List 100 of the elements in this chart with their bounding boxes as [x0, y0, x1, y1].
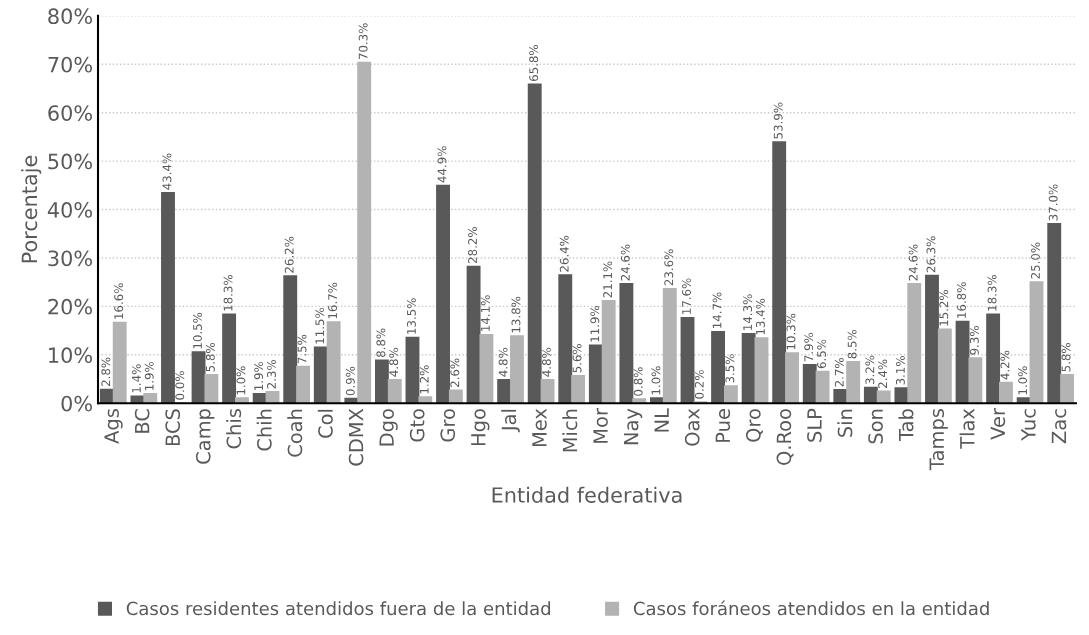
y-tick-label: 0% — [61, 395, 92, 412]
data-label: 70.3% — [358, 23, 368, 60]
x-tick-label: Chis — [226, 409, 242, 449]
x-tick-label: Tamps — [929, 409, 948, 471]
data-label: 1.0% — [1018, 366, 1028, 395]
data-label: 1.9% — [144, 361, 154, 390]
legend-label: Casos foráneos atendidos en la entidad — [633, 600, 989, 616]
y-tick-label: 50% — [48, 153, 92, 170]
data-label: 37.0% — [1048, 184, 1058, 221]
data-label: 14.3% — [743, 294, 753, 330]
y-tick-label: 30% — [48, 250, 92, 267]
x-tick-label: Jal — [501, 409, 520, 433]
x-tick-label: Coah — [287, 409, 303, 457]
data-label: 14.1% — [480, 295, 490, 331]
x-tick-label: NL — [654, 408, 669, 432]
data-label: 0.9% — [345, 366, 355, 396]
data-label: 24.6% — [908, 244, 918, 281]
data-label: 26.3% — [926, 236, 936, 273]
data-label: 13.8% — [511, 296, 521, 333]
data-label: 0.8% — [633, 367, 643, 396]
x-tick-label: Oax — [684, 408, 700, 446]
data-label: 14.7% — [712, 292, 722, 328]
x-axis-title: Entidad federativa — [492, 486, 682, 503]
data-label: 8.8% — [376, 328, 386, 358]
x-tick-label: CDMX — [348, 408, 364, 466]
data-label: 21.1% — [603, 261, 613, 298]
data-label: 15.2% — [939, 290, 949, 326]
x-tick-label: Camp — [195, 409, 215, 464]
y-tick-label: 40% — [47, 202, 92, 218]
data-label: 7.9% — [804, 332, 814, 362]
x-tick-label: Q.Roo — [776, 409, 794, 465]
data-label: 16.6% — [114, 283, 124, 319]
data-label: 28.2% — [468, 227, 478, 264]
x-tick-label: Zac — [1051, 409, 1067, 444]
data-label: 3.1% — [895, 356, 905, 385]
data-label: 23.6% — [664, 249, 674, 286]
x-tick-label: BCS — [165, 409, 181, 446]
x-tick-label: SLP — [807, 408, 822, 442]
data-label: 2.3% — [267, 359, 276, 389]
x-tick-label: Sin — [837, 409, 853, 437]
data-label: 13.5% — [406, 298, 416, 334]
data-label: 0.0% — [175, 371, 185, 400]
data-label: 13.4% — [755, 298, 765, 335]
y-tick-label: 80% — [48, 8, 92, 25]
x-tick-label: Chih — [256, 409, 272, 451]
data-label: 16.7% — [328, 282, 338, 319]
data-label: 9.3% — [969, 326, 979, 355]
data-label: 4.8% — [498, 347, 508, 377]
data-label: 26.4% — [559, 235, 569, 272]
y-tick-label: 70% — [48, 56, 92, 73]
x-tick-label: Pue — [715, 409, 731, 442]
data-label: 44.9% — [437, 146, 447, 183]
data-label: 3.5% — [725, 354, 735, 383]
x-tick-label: Ags — [104, 409, 123, 444]
data-label: 1.4% — [131, 364, 141, 393]
data-label: 8.5% — [847, 329, 857, 359]
data-label: 0.2% — [694, 370, 704, 399]
data-label: 10.3% — [786, 313, 796, 350]
x-tick-label: Mich — [562, 409, 578, 452]
data-label: 5.6% — [572, 343, 582, 373]
x-tick-label: Dgo — [379, 409, 398, 446]
x-tick-label: Tab — [898, 409, 914, 442]
data-label: 1.2% — [419, 365, 429, 394]
data-label: 3.2% — [865, 355, 875, 385]
data-label: 2.4% — [878, 359, 888, 388]
x-tick-label: BC — [134, 409, 150, 433]
data-label: 2.7% — [834, 358, 844, 387]
x-tick-label: Mor — [593, 408, 608, 443]
y-tick-label: 20% — [48, 298, 92, 315]
data-label: 17.6% — [682, 278, 691, 314]
data-label: 26.2% — [284, 236, 294, 273]
data-label: 65.8% — [529, 45, 539, 82]
x-tick-label: Tlax — [959, 408, 975, 449]
data-label: 1.0% — [651, 366, 661, 395]
data-label: 4.8% — [389, 347, 399, 377]
data-label: 7.5% — [297, 334, 307, 364]
data-label: 16.8% — [957, 282, 966, 318]
x-tick-label: Ver — [990, 408, 1006, 440]
x-tick-label: Nay — [624, 408, 643, 445]
data-label: 24.6% — [620, 244, 630, 281]
data-label: 1.0% — [236, 366, 246, 395]
data-label: 53.9% — [773, 102, 783, 139]
data-label: 18.3% — [223, 274, 233, 311]
data-label: 5.8% — [205, 343, 215, 372]
y-axis-title: Porcentaje — [21, 155, 42, 263]
data-label: 10.5% — [193, 312, 202, 349]
x-tick-label: Qro — [745, 409, 763, 442]
data-label: 43.4% — [162, 153, 172, 190]
legend-label: Casos residentes atendidos fuera de la entidad — [126, 601, 550, 616]
x-tick-label: Son — [868, 409, 883, 444]
data-label: 11.5% — [315, 307, 325, 344]
y-tick-label: 60% — [48, 105, 92, 121]
data-label: 6.5% — [817, 339, 827, 369]
data-label: 2.8% — [101, 357, 111, 387]
data-label: 11.9% — [590, 305, 600, 342]
data-label: 1.9% — [254, 361, 264, 390]
data-label: 4.2% — [1000, 350, 1010, 380]
y-tick-label: 10% — [49, 347, 92, 364]
x-tick-label: Col — [317, 409, 333, 438]
x-tick-label: Mex — [532, 408, 547, 447]
